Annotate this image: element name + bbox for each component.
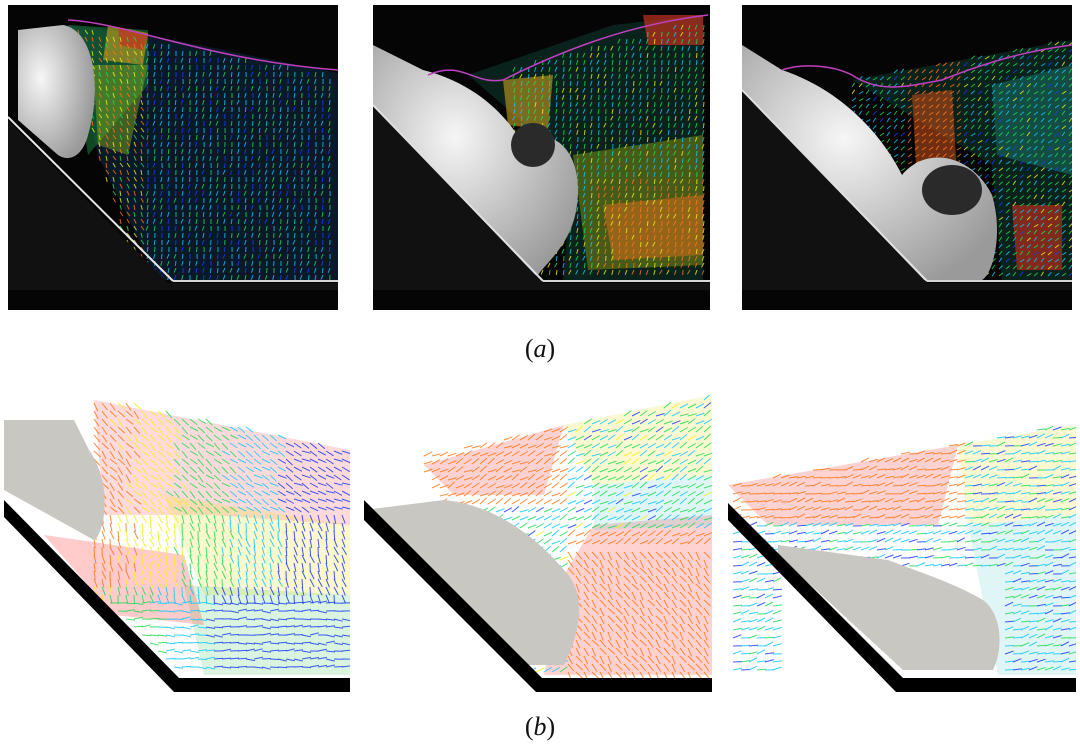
experiment-image-3 [742, 5, 1072, 310]
experiment-panel-2 [373, 5, 710, 310]
simulation-panel-3 [728, 395, 1076, 695]
simulation-panel-1 [4, 395, 350, 695]
ramp-1 [8, 120, 338, 290]
granular-mass-3 [742, 45, 998, 280]
vector-arrows [732, 425, 1076, 671]
ramp-2 [373, 105, 710, 290]
ramp-3 [742, 90, 1072, 290]
caption-a: (a) [524, 334, 556, 363]
vector-field-sim-1 [44, 395, 350, 675]
granular-mass-sim-3 [778, 545, 1000, 670]
caption-b: (b) [524, 712, 556, 741]
experiment-image-2 [373, 5, 710, 310]
experiment-panel-3 [742, 5, 1072, 310]
simulation-image-2 [364, 395, 712, 692]
granular-mass-sim-1 [4, 420, 105, 540]
simulation-image-3 [728, 425, 1076, 692]
caption-b-letter: b [533, 712, 547, 741]
experiment-panel-1 [8, 5, 338, 310]
experiment-image-1 [8, 5, 338, 310]
granular-mass-2 [373, 45, 578, 275]
caption-a-letter: a [533, 334, 547, 363]
simulation-panel-2 [364, 395, 712, 695]
granular-mass-sim-2 [364, 500, 580, 665]
granular-mass-1 [18, 25, 95, 159]
simulation-image-1 [4, 395, 350, 692]
